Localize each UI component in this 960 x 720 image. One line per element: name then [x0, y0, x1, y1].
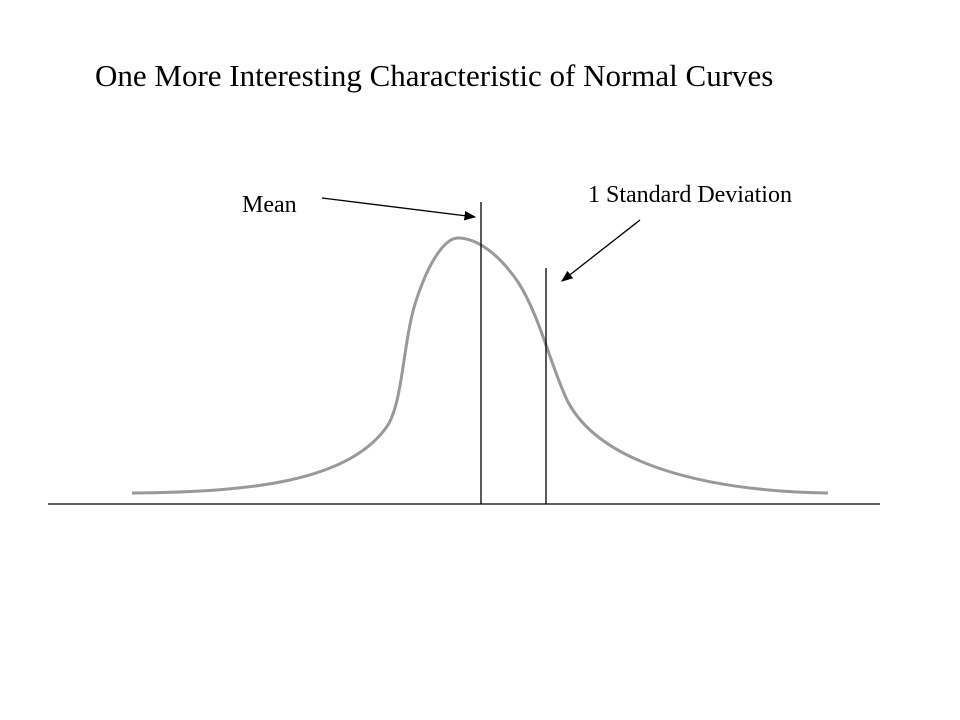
mean-arrow — [321, 197, 477, 221]
sd-label: 1 Standard Deviation — [588, 182, 792, 208]
mean-label: Mean — [242, 192, 297, 218]
sd-arrow — [561, 219, 641, 282]
normal-curve — [131, 236, 829, 495]
title: One More Interesting Characteristic of N… — [95, 58, 773, 93]
